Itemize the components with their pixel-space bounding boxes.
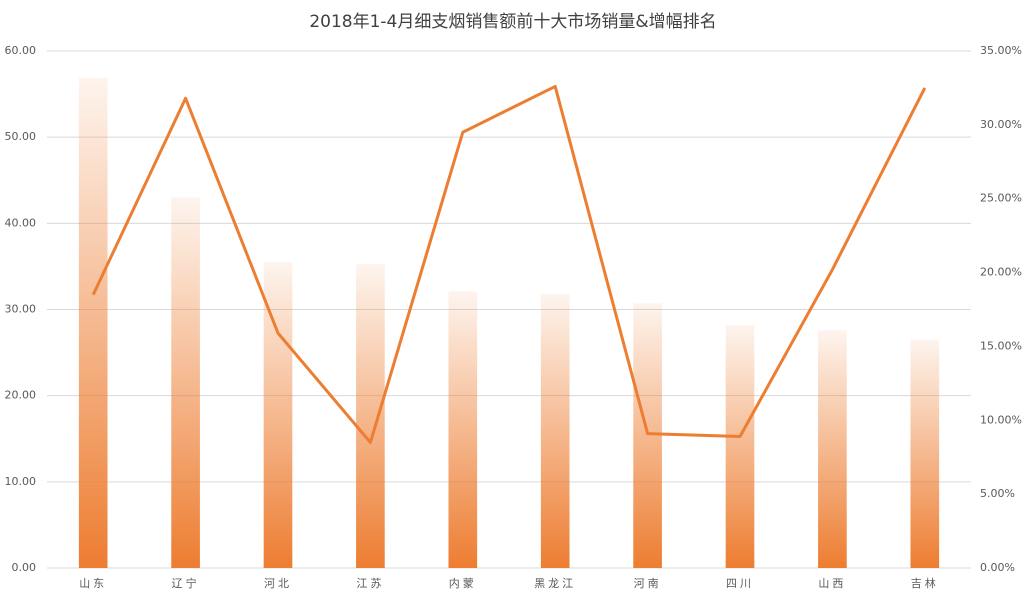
x-tick-label: 河南 [634, 577, 662, 590]
bar [818, 330, 847, 568]
y2-tick-label: 25.00% [980, 192, 1022, 205]
y2-tick-label: 10.00% [980, 413, 1022, 426]
y2-tick-label: 20.00% [980, 266, 1022, 279]
bar [540, 293, 570, 568]
bar [356, 263, 385, 568]
x-tick-label: 山东 [79, 577, 107, 590]
x-tick-label: 山西 [818, 577, 846, 590]
y-tick-label: 10.00 [5, 475, 37, 488]
y-tick-label: 30.00 [5, 303, 37, 316]
x-tick-label: 吉林 [911, 576, 939, 590]
x-tick-label: 内蒙 [449, 576, 477, 590]
y-tick-label: 60.00 [5, 44, 37, 57]
x-tick-label: 江苏 [356, 577, 384, 590]
y2-tick-label: 30.00% [980, 118, 1022, 131]
x-tick-label: 河北 [264, 577, 292, 590]
y2-tick-label: 15.00% [980, 339, 1022, 352]
bar [78, 77, 108, 568]
y2-tick-label: 5.00% [980, 487, 1015, 500]
y-tick-label: 0.00 [12, 561, 37, 574]
y2-tick-label: 0.00% [980, 561, 1015, 574]
bar [910, 339, 940, 568]
line [91, 84, 927, 444]
chart-title: 2018年1-4月细支烟销售额前十大市场销量&增幅排名 [309, 12, 716, 32]
y-tick-label: 20.00 [5, 389, 37, 402]
bar [263, 262, 293, 568]
y-tick-label: 50.00 [5, 130, 37, 143]
bar [171, 197, 200, 568]
bar [725, 325, 755, 568]
y-tick-label: 40.00 [5, 216, 37, 229]
y2-tick-label: 35.00% [980, 44, 1022, 57]
x-tick-label: 辽宁 [172, 576, 200, 590]
x-tick-label: 黑龙江 [534, 577, 576, 590]
bar [448, 291, 478, 568]
bar [633, 303, 662, 568]
x-tick-label: 四川 [726, 577, 754, 590]
